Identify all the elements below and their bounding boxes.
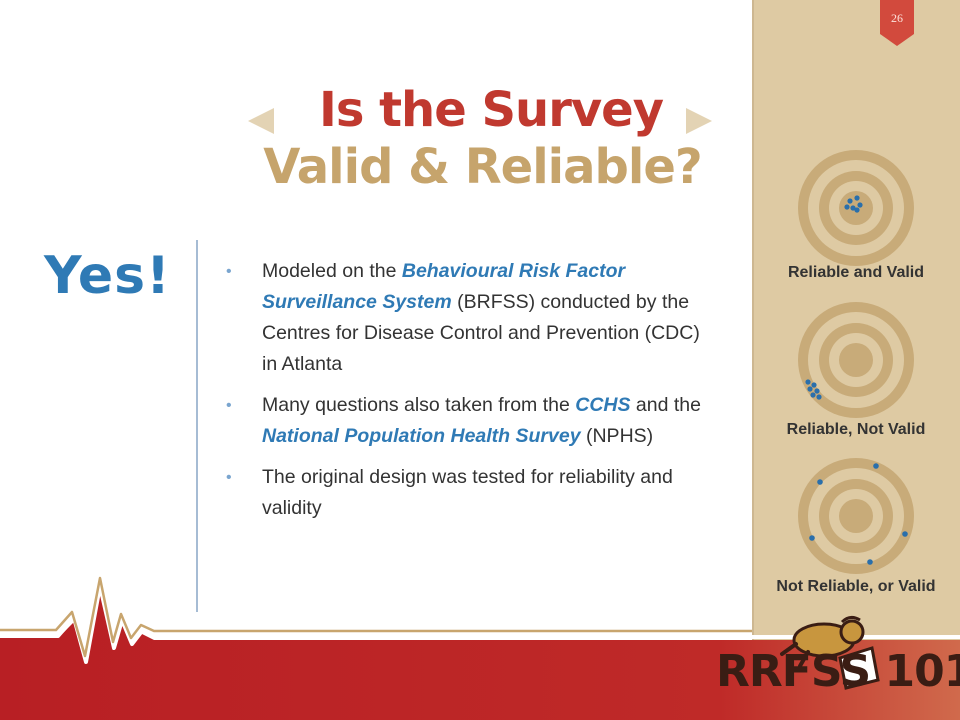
bullet-highlight-text: CCHS [575, 394, 631, 416]
bullet-text: (NPHS) [580, 425, 654, 447]
bullet-dot-icon: • [226, 469, 232, 486]
bullet-text: and the [630, 394, 701, 416]
rrfss-logo: RRFSS 101 [712, 614, 960, 710]
bullet-item: • The original design was tested for reli… [226, 462, 711, 524]
target-caption-not-reliable: Not Reliable, or Valid [776, 578, 936, 595]
bullet-text: The original design was tested for relia… [262, 466, 673, 519]
bullet-item: • Modeled on the Behavioural Risk Factor … [226, 256, 711, 380]
title-line-2: Valid & Reliable? [263, 139, 702, 195]
target-caption-reliable-not-valid: Reliable, Not Valid [786, 421, 926, 438]
bullet-dot-icon: • [226, 263, 232, 280]
page-tab-shape [880, 0, 914, 46]
bullet-text: Modeled on the [262, 260, 402, 282]
panel-seam [752, 0, 754, 720]
bullet-item: • Many questions also taken from the CCHS… [226, 390, 711, 452]
bullet-highlight-text: National Population Health Survey [262, 425, 581, 447]
target-not-reliable-not-valid-icon [798, 458, 914, 574]
bullet-highlight-text: Behavioural Risk Factor Surveillance Sys… [262, 260, 626, 313]
vertical-divider [196, 240, 198, 612]
dog-mascot-icon [780, 615, 880, 690]
bullet-list: • Modeled on the Behavioural Risk Factor … [226, 256, 711, 534]
page-number: 26 [891, 11, 903, 25]
logo-text: RRFSS 101 [716, 646, 960, 697]
target-caption-reliable-valid: Reliable and Valid [787, 264, 925, 281]
title-line-1: Is the Survey [318, 82, 664, 138]
arrow-right-icon [686, 108, 712, 134]
bullet-text: Many questions also taken from the [262, 394, 576, 416]
bottom-heartbeat-band [0, 576, 960, 720]
page-number-tab: 26 [880, 0, 914, 46]
arrow-left-icon [248, 108, 274, 134]
bullet-dot-icon: • [226, 397, 232, 414]
target-reliable-valid-icon [798, 150, 914, 266]
bullet-text: (BRFSS) conducted by the Centres for Dis… [262, 291, 700, 375]
yes-label: Yes! [44, 246, 171, 306]
target-reliable-not-valid-icon [798, 302, 914, 418]
